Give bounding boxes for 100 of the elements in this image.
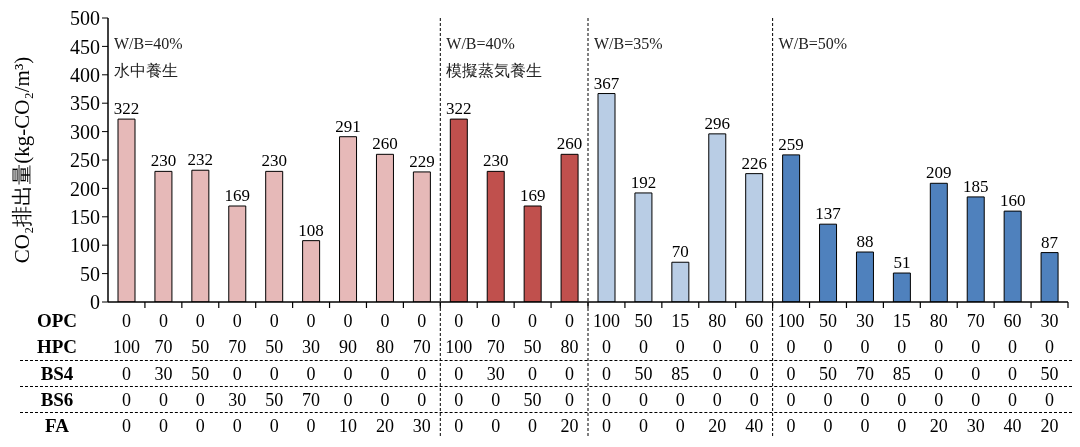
text: BS6 — [39, 388, 75, 412]
text: 0 — [379, 310, 391, 333]
text: 0 — [896, 415, 908, 438]
y-tick-label: 350 — [70, 92, 100, 115]
text: 50 — [1039, 363, 1060, 386]
text: 90 — [338, 336, 358, 359]
text: 0 — [527, 363, 539, 386]
text: 0 — [637, 389, 649, 412]
text: 0 — [896, 336, 908, 359]
text: BS4 — [39, 362, 75, 386]
text: 20 — [707, 415, 728, 438]
text: 0 — [453, 415, 465, 438]
text: 0 — [268, 363, 280, 386]
data-label: 260 — [372, 134, 398, 154]
text: 30 — [854, 310, 875, 333]
text: 80 — [707, 310, 728, 333]
text: 0 — [711, 336, 723, 359]
data-label: 296 — [704, 113, 731, 133]
text: 0 — [305, 415, 317, 438]
text: 0 — [859, 336, 871, 359]
text: 70 — [411, 336, 432, 359]
data-label: 185 — [962, 176, 989, 196]
text: 50 — [522, 389, 543, 412]
data-label: 367 — [593, 73, 620, 93]
data-label: 70 — [671, 242, 689, 262]
text: 0 — [1044, 389, 1055, 412]
text: 100 — [111, 336, 141, 359]
text: 85 — [670, 363, 691, 386]
text: 0 — [748, 389, 760, 412]
text: 0 — [970, 389, 982, 412]
text: 15 — [670, 310, 691, 333]
data-label: 229 — [409, 151, 435, 171]
data-label: 192 — [630, 172, 657, 192]
text: 0 — [785, 336, 797, 359]
text: 0 — [305, 310, 317, 333]
text: 0 — [268, 415, 280, 438]
data-label: 230 — [150, 151, 177, 171]
text: 0 — [416, 363, 428, 386]
text: 50 — [633, 363, 654, 386]
text: 80 — [374, 336, 395, 359]
text: 0 — [970, 336, 982, 359]
text: 0 — [157, 389, 169, 412]
text: 0 — [342, 389, 354, 412]
y-tick-label: 0 — [90, 291, 100, 314]
text: 50 — [264, 336, 285, 359]
text: 40 — [1002, 415, 1023, 438]
text: 0 — [933, 363, 945, 386]
y-tick-label: 300 — [70, 120, 100, 143]
text: 30 — [485, 363, 506, 386]
text: 0 — [490, 415, 502, 438]
text: 30 — [1039, 310, 1060, 333]
text: 0 — [120, 310, 132, 333]
text: HPC — [35, 335, 79, 359]
y-tick-label: 500 — [70, 7, 100, 30]
text: 0 — [600, 336, 612, 359]
y-tick-label: 200 — [70, 177, 100, 200]
text: 100 — [444, 336, 474, 359]
text: 40 — [744, 415, 765, 438]
text: 50 — [264, 389, 285, 412]
text: 0 — [120, 389, 132, 412]
text: 30 — [227, 389, 248, 412]
text: 30 — [411, 415, 432, 438]
text: 50 — [818, 310, 838, 333]
text: 0 — [933, 389, 945, 412]
text: 0 — [822, 336, 834, 359]
text: 0 — [1007, 389, 1019, 412]
text: 0 — [194, 310, 206, 333]
data-label: 169 — [224, 186, 251, 206]
text: 0 — [305, 363, 317, 386]
text: 0 — [231, 363, 243, 386]
text: 0 — [637, 415, 649, 438]
text: 70 — [965, 310, 986, 333]
data-label: 209 — [926, 163, 952, 183]
text: 0 — [453, 363, 465, 386]
text: 80 — [559, 336, 580, 359]
annotation: W/B=50% — [778, 34, 848, 54]
text: 0 — [194, 415, 206, 438]
text: 70 — [854, 363, 875, 386]
text: 50 — [190, 363, 211, 386]
text: 0 — [711, 363, 723, 386]
text: 0 — [490, 310, 502, 333]
data-label: 88 — [856, 232, 874, 252]
text: 0 — [785, 415, 797, 438]
text: 0 — [785, 363, 797, 386]
text: 0 — [1007, 363, 1019, 386]
text: 0 — [416, 310, 428, 333]
data-label: 51 — [893, 253, 911, 273]
y-tick-label: 100 — [70, 234, 100, 257]
data-label: 259 — [778, 134, 804, 154]
text: 0 — [822, 415, 834, 438]
text: 0 — [822, 389, 834, 412]
text: 0 — [268, 310, 280, 333]
text: 0 — [674, 389, 686, 412]
text: 20 — [559, 415, 580, 438]
text: 60 — [744, 310, 765, 333]
text: 50 — [190, 336, 211, 359]
data-label: 322 — [446, 99, 472, 119]
text: 0 — [748, 336, 760, 359]
text: 100 — [591, 310, 621, 333]
data-label: 169 — [519, 186, 546, 206]
